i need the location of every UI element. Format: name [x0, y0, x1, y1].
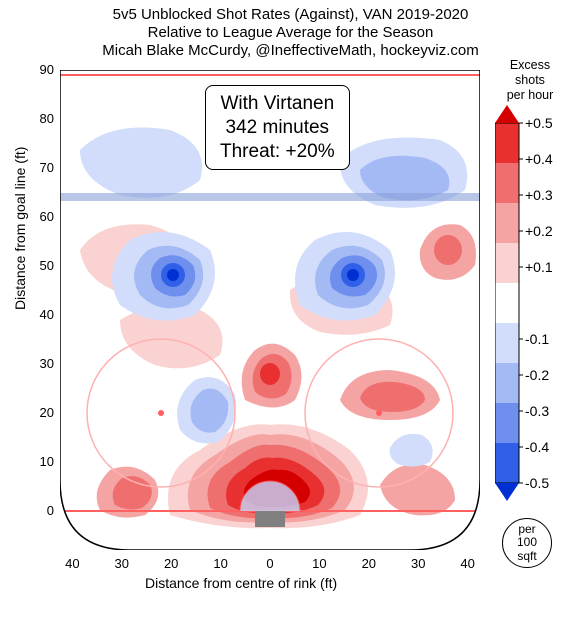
title-line3: Micah Blake McCurdy, @IneffectiveMath, h… — [0, 42, 581, 60]
per-line3: sqft — [503, 550, 551, 563]
svg-text:+0.5: +0.5 — [525, 115, 553, 131]
title-line1: 5v5 Unblocked Shot Rates (Against), VAN … — [0, 6, 581, 24]
x-tick: 20 — [354, 556, 384, 571]
svg-text:+0.4: +0.4 — [525, 151, 553, 167]
svg-text:-0.3: -0.3 — [525, 403, 549, 419]
x-tick: 30 — [107, 556, 137, 571]
y-tick: 20 — [28, 405, 54, 420]
x-tick: 40 — [453, 556, 483, 571]
y-axis-label: Distance from goal line (ft) — [12, 147, 28, 310]
svg-text:-0.1: -0.1 — [525, 331, 549, 347]
y-tick: 0 — [28, 503, 54, 518]
x-tick: 10 — [304, 556, 334, 571]
colorbar-svg: +0.5 +0.4 +0.3 +0.2 +0.1 -0.1 -0.2 -0.3 -0.4 -0.5 — [495, 105, 565, 505]
annotation-line1: With Virtanen — [220, 92, 335, 116]
svg-text:-0.4: -0.4 — [525, 439, 549, 455]
colorbar-title-text: Excess shots per hour — [507, 58, 554, 102]
svg-text:+0.2: +0.2 — [525, 223, 553, 239]
per-line2: 100 — [503, 536, 551, 549]
y-tick: 30 — [28, 356, 54, 371]
y-tick: 50 — [28, 258, 54, 273]
x-tick: 40 — [57, 556, 87, 571]
svg-text:+0.3: +0.3 — [525, 187, 553, 203]
svg-text:+0.1: +0.1 — [525, 259, 553, 275]
colorbar: +0.5 +0.4 +0.3 +0.2 +0.1 -0.1 -0.2 -0.3 -0.4 -0.5 — [495, 105, 565, 510]
y-tick: 40 — [28, 307, 54, 322]
x-tick: 20 — [156, 556, 186, 571]
annotation-line3: Threat: +20% — [220, 140, 335, 164]
y-tick: 60 — [28, 209, 54, 224]
annotation-line2: 342 minutes — [220, 116, 335, 140]
y-tick: 10 — [28, 454, 54, 469]
colorbar-title: Excess shots per hour — [495, 58, 565, 103]
svg-text:-0.2: -0.2 — [525, 367, 549, 383]
chart-title: 5v5 Unblocked Shot Rates (Against), VAN … — [0, 0, 581, 60]
title-line2: Relative to League Average for the Seaso… — [0, 24, 581, 42]
x-tick: 30 — [403, 556, 433, 571]
y-tick: 80 — [28, 111, 54, 126]
x-tick: 0 — [255, 556, 285, 571]
per-unit-circle: per 100 sqft — [502, 518, 552, 568]
x-axis-label: Distance from centre of rink (ft) — [145, 575, 337, 591]
annotation-box: With Virtanen 342 minutes Threat: +20% — [205, 85, 350, 170]
x-tick: 10 — [206, 556, 236, 571]
y-tick: 90 — [28, 62, 54, 77]
y-tick: 70 — [28, 160, 54, 175]
chart-area: With Virtanen 342 minutes Threat: +20% — [60, 70, 480, 550]
svg-text:-0.5: -0.5 — [525, 475, 549, 491]
